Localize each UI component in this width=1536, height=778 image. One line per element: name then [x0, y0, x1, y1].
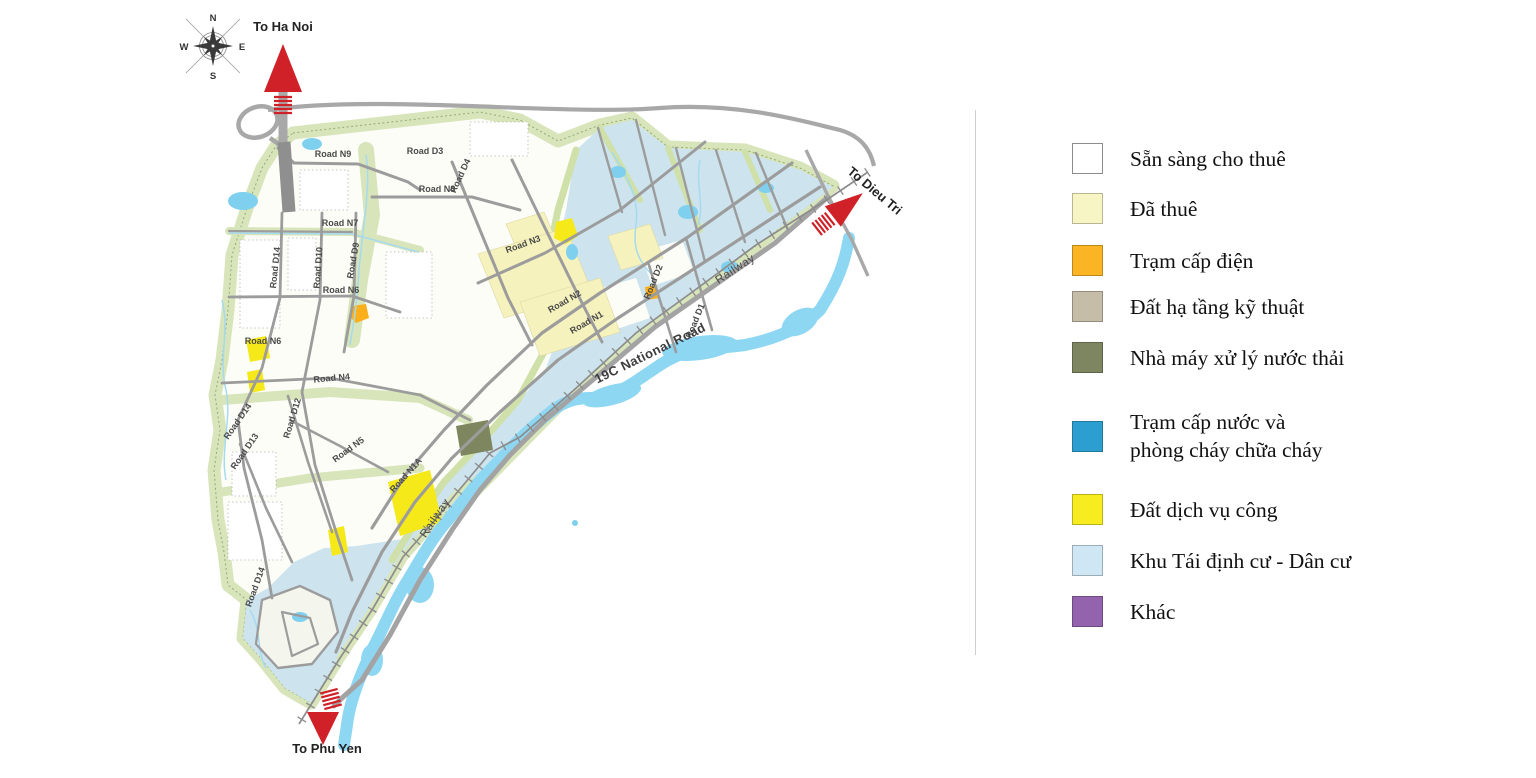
legend-label: Sẵn sàng cho thuê [1130, 146, 1286, 171]
internal-roads [220, 118, 822, 670]
legend-label: Đất hạ tầng kỹ thuật [1130, 294, 1305, 319]
compass-s-label: S [210, 71, 216, 82]
legend-swatch [1072, 245, 1103, 276]
legend-label: Trạm cấp nước và phòng cháy chữa cháy [1130, 410, 1323, 462]
national-road-19c [331, 194, 831, 709]
road-label: Road D10 [312, 247, 325, 289]
legend-item: Khu Tái định cư - Dân cư [1072, 545, 1492, 576]
road-label: Road D3 [407, 146, 444, 156]
road-label: Road N7 [322, 218, 359, 228]
legend-swatch [1072, 596, 1103, 627]
legend-swatch [1072, 545, 1103, 576]
road-label: Road N6 [323, 285, 360, 295]
road-label: Road N4 [313, 371, 350, 384]
legend-divider [975, 110, 976, 655]
to-dieu-tri-arrow [811, 193, 863, 236]
legend-label: Nhà máy xử lý nước thải [1130, 345, 1345, 370]
legend-label: Đã thuê [1130, 196, 1198, 221]
legend-swatch [1072, 342, 1103, 373]
to-ha-noi-arrow [264, 44, 302, 115]
arrow-label: To Phu Yen [292, 741, 362, 756]
legend-item: Nhà máy xử lý nước thải [1072, 342, 1492, 373]
arrow-label: To Ha Noi [253, 19, 313, 34]
legend-item: Sẵn sàng cho thuê [1072, 143, 1492, 174]
legend-swatch [1072, 143, 1103, 174]
legend-item: Đất hạ tầng kỹ thuật [1072, 291, 1492, 322]
parcel-outlines [227, 121, 529, 561]
legend-item: Trạm cấp nước và phòng cháy chữa cháy [1072, 408, 1492, 464]
road-label: Road N8 [419, 184, 456, 194]
legend-item: Đất dịch vụ công [1072, 494, 1492, 525]
legend: Sẵn sàng cho thuê Đã thuê Trạm cấp điện Đất… [1072, 143, 1492, 647]
legend-label: Khu Tái định cư - Dân cư [1130, 548, 1352, 573]
legend-label: Khác [1130, 599, 1176, 624]
legend-item: Khác [1072, 596, 1492, 627]
legend-swatch [1072, 193, 1103, 224]
road-label: Road D14 [268, 247, 282, 289]
road-label: Road N9 [315, 149, 352, 159]
legend-item-list: Sẵn sàng cho thuê Đã thuê Trạm cấp điện Đất… [1072, 143, 1492, 627]
to-phu-yen-arrow [307, 687, 343, 745]
road-label: Road N6 [245, 336, 282, 346]
legend-swatch [1072, 291, 1103, 322]
compass-n-label: N [210, 13, 217, 24]
legend-swatch [1072, 494, 1103, 525]
compass-rose: N E S W [180, 13, 246, 82]
legend-label: Trạm cấp điện [1130, 248, 1254, 273]
legend-item: Trạm cấp điện [1072, 245, 1492, 276]
railway [294, 167, 871, 727]
compass-e-label: E [239, 42, 245, 53]
compass-w-label: W [180, 42, 189, 53]
legend-item: Đã thuê [1072, 193, 1492, 224]
legend-swatch [1072, 420, 1103, 452]
arrow-label: To Dieu Tri [845, 164, 905, 218]
legend-label: Đất dịch vụ công [1130, 497, 1278, 522]
